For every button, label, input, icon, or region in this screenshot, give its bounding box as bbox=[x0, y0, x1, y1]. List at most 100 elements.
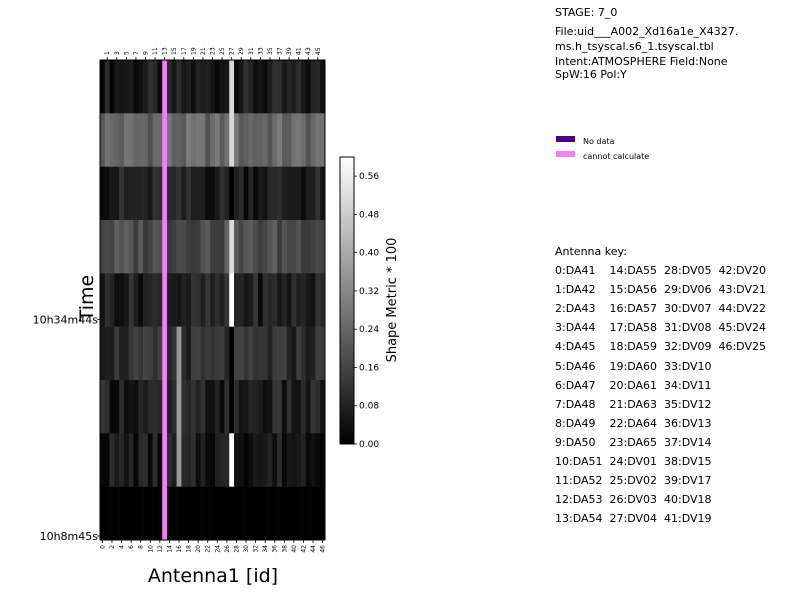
heatmap-cell bbox=[147, 486, 153, 541]
heatmap-cell bbox=[104, 166, 110, 221]
heatmap-cell bbox=[100, 166, 106, 221]
heatmap-cell bbox=[315, 113, 321, 167]
heatmap-cell bbox=[219, 380, 225, 434]
heatmap-cell bbox=[167, 433, 173, 487]
x-tick-label: 14 bbox=[166, 545, 173, 553]
heatmap-cell bbox=[301, 220, 307, 274]
heatmap-cell bbox=[133, 113, 139, 167]
heatmap-cell bbox=[133, 166, 139, 221]
heatmap-cell bbox=[224, 433, 230, 487]
file-text-1: File:uid___A002_Xd16a1e_X4327. bbox=[555, 25, 739, 38]
heatmap-cell bbox=[257, 60, 264, 114]
heatmap-cell bbox=[238, 433, 244, 487]
heatmap-cell bbox=[248, 60, 254, 114]
heatmap-cell bbox=[186, 113, 192, 167]
heatmap-cell bbox=[138, 113, 144, 167]
antenna-key-line: 7:DA48 21:DA63 35:DV12 bbox=[555, 397, 712, 411]
heatmap-cell bbox=[152, 113, 158, 167]
heatmap-cell bbox=[234, 166, 240, 221]
heatmap-cell bbox=[133, 486, 139, 541]
heatmap-cell bbox=[186, 433, 192, 487]
heatmap-cell bbox=[190, 113, 197, 167]
heatmap-cell bbox=[138, 486, 144, 541]
heatmap-cell bbox=[200, 326, 206, 381]
x-top-tick-label: 29 bbox=[238, 47, 245, 55]
heatmap-cell bbox=[162, 220, 168, 274]
heatmap-cell bbox=[253, 273, 259, 327]
heatmap-cell bbox=[234, 326, 240, 381]
heatmap-cell bbox=[114, 166, 120, 221]
heatmap-cell bbox=[104, 113, 110, 167]
heatmap-cell bbox=[210, 326, 216, 381]
heatmap-cell bbox=[305, 433, 311, 487]
heatmap-cell bbox=[229, 220, 235, 274]
heatmap-cell bbox=[171, 273, 177, 327]
heatmap-cell bbox=[147, 326, 153, 381]
heatmap-cell bbox=[214, 433, 220, 487]
antenna-key-line: 0:DA41 14:DA55 28:DV05 42:DV20 bbox=[555, 264, 766, 277]
heatmap-cell bbox=[253, 113, 259, 167]
antenna-key-line: 5:DA46 19:DA60 33:DV10 bbox=[555, 359, 712, 373]
heatmap-cell bbox=[315, 273, 321, 327]
heatmap-cell bbox=[147, 60, 153, 114]
x-tick-label: 6 bbox=[128, 545, 135, 549]
heatmap-cell bbox=[301, 326, 307, 381]
heatmap-cell bbox=[162, 166, 168, 221]
x-tick-label: 20 bbox=[195, 545, 202, 553]
heatmap-cell bbox=[277, 60, 283, 114]
heatmap-cell bbox=[234, 113, 240, 167]
heatmap-cell bbox=[114, 113, 120, 167]
heatmap-cell bbox=[214, 220, 220, 274]
heatmap-cell bbox=[119, 433, 125, 487]
heatmap-cell bbox=[186, 166, 192, 221]
antenna-key-line: 11:DA52 25:DV02 39:DV17 bbox=[555, 474, 712, 488]
heatmap-cell bbox=[138, 273, 144, 327]
heatmap-cell bbox=[224, 486, 230, 541]
heatmap-cell bbox=[152, 433, 158, 487]
heatmap-cell bbox=[286, 113, 292, 167]
x-top-tick-label: 27 bbox=[229, 47, 236, 55]
heatmap-cell bbox=[205, 380, 211, 434]
heatmap-cell bbox=[305, 380, 311, 434]
heatmap-cell bbox=[147, 113, 153, 167]
heatmap-cell bbox=[262, 60, 268, 114]
heatmap-cell bbox=[253, 433, 259, 487]
heatmap-cell bbox=[320, 486, 326, 541]
heatmap-cell bbox=[214, 166, 220, 221]
heatmap-cell bbox=[104, 60, 110, 114]
heatmap-cell bbox=[147, 273, 153, 327]
x-top-tick-label: 17 bbox=[181, 47, 188, 55]
heatmap-cell bbox=[190, 433, 197, 487]
intent-text: Intent:ATMOSPHERE Field:None bbox=[555, 55, 728, 68]
heatmap-cell bbox=[162, 326, 168, 381]
heatmap-cell bbox=[195, 273, 201, 327]
heatmap-cell bbox=[238, 220, 244, 274]
heatmap-cell bbox=[167, 326, 173, 381]
heatmap-cell bbox=[143, 380, 149, 434]
antenna-key-line: 9:DA50 23:DA65 37:DV14 bbox=[555, 435, 712, 449]
heatmap-cell bbox=[181, 433, 187, 487]
heatmap-cell bbox=[243, 166, 249, 221]
heatmap-cell bbox=[167, 486, 173, 541]
heatmap-cell bbox=[195, 380, 201, 434]
heatmap-cell bbox=[195, 326, 201, 381]
heatmap-cell bbox=[186, 380, 192, 434]
heatmap-cell bbox=[157, 113, 163, 167]
heatmap-cell bbox=[152, 166, 158, 221]
heatmap-cell bbox=[157, 326, 163, 381]
heatmap-cell bbox=[253, 60, 259, 114]
heatmap-cell bbox=[176, 60, 182, 114]
heatmap-cell bbox=[109, 486, 115, 541]
heatmap-cell bbox=[157, 220, 163, 274]
heatmap-cell bbox=[100, 113, 106, 167]
heatmap-cell bbox=[171, 166, 177, 221]
heatmap-cell bbox=[123, 380, 130, 434]
heatmap-cell bbox=[200, 433, 206, 487]
heatmap-cell bbox=[219, 113, 225, 167]
heatmap-cell bbox=[186, 60, 192, 114]
heatmap-cell bbox=[114, 273, 120, 327]
heatmap-cell bbox=[253, 486, 259, 541]
heatmap-cell bbox=[190, 60, 197, 114]
no-data-label: No data bbox=[583, 137, 615, 146]
colorbar-tick-label: 0.40 bbox=[359, 249, 379, 259]
